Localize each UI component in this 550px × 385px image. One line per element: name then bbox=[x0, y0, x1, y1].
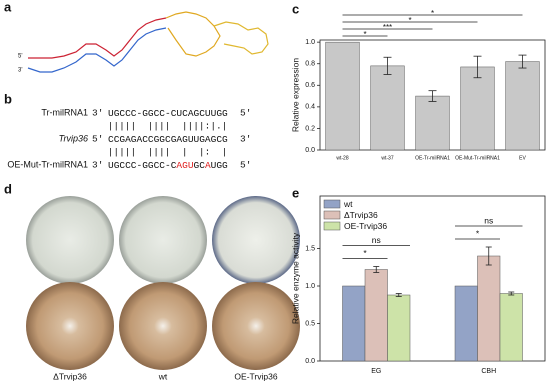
bar bbox=[505, 61, 540, 151]
panel-label: c bbox=[292, 1, 299, 16]
significance-label: * bbox=[408, 16, 411, 25]
error-bar bbox=[428, 90, 437, 102]
plate-label: wt bbox=[158, 371, 168, 381]
significance-label: * bbox=[476, 228, 480, 238]
bar bbox=[415, 95, 450, 151]
rna-structure bbox=[27, 11, 269, 73]
error-bar bbox=[485, 246, 492, 266]
x-tick-label: CBH bbox=[481, 368, 496, 375]
sequence-segment: UGG bbox=[211, 160, 228, 171]
error-bar bbox=[508, 291, 515, 296]
significance-label: * bbox=[363, 248, 367, 258]
panel-label: a bbox=[4, 0, 12, 14]
panel-label: d bbox=[4, 181, 12, 196]
x-tick-label: wt-37 bbox=[381, 155, 393, 161]
plate bbox=[212, 282, 300, 370]
bar bbox=[460, 66, 495, 151]
y-tick-label: 0.5 bbox=[305, 320, 315, 327]
legend-label: OE-Trvip36 bbox=[344, 221, 387, 231]
legend-label: wt bbox=[343, 199, 353, 209]
significance-label: * bbox=[431, 9, 434, 18]
sequence-segment: UGCCC-GGCC-C bbox=[108, 160, 177, 171]
bar bbox=[342, 285, 366, 362]
x-tick-label: OE-Tr-milRNA1 bbox=[415, 155, 450, 161]
y-tick-label: 0.0 bbox=[305, 147, 315, 154]
sequence-segment: AGU bbox=[176, 160, 193, 171]
error-bar bbox=[473, 55, 482, 79]
significance-label: ns bbox=[372, 235, 381, 245]
significance-label: * bbox=[363, 30, 366, 39]
y-tick-label: 1.0 bbox=[305, 39, 315, 46]
legend-swatch bbox=[323, 221, 341, 231]
sequence: UGCCC-GGCC-CAGUGCAUGG bbox=[108, 160, 228, 171]
legend-label: ΔTrvip36 bbox=[344, 210, 378, 220]
row-end: 5' bbox=[240, 108, 251, 119]
panel-label: b bbox=[4, 91, 12, 106]
bar bbox=[387, 294, 411, 362]
bar bbox=[370, 65, 405, 151]
plate bbox=[26, 282, 114, 370]
panel-label: e bbox=[292, 185, 299, 200]
plates bbox=[26, 196, 300, 370]
y-axis-label: Relative expression bbox=[290, 58, 300, 132]
x-tick-label: OE-Mut-Tr-milRNA1 bbox=[455, 155, 500, 161]
error-bar bbox=[518, 54, 527, 69]
row-name: Tr-milRNA1 bbox=[41, 107, 88, 117]
error-bar bbox=[373, 266, 380, 273]
row-name: Trvip36 bbox=[59, 133, 88, 143]
row-end: 5' bbox=[240, 160, 251, 171]
plot-frame bbox=[319, 195, 546, 362]
y-tick-label: 0.4 bbox=[305, 104, 315, 111]
y-tick-label: 0.2 bbox=[305, 125, 315, 132]
bar bbox=[454, 285, 478, 362]
pairing: ||||| |||| | |: | bbox=[102, 147, 227, 158]
row-end: 3' bbox=[240, 134, 251, 145]
row-name: OE-Mut-Tr-milRNA1 bbox=[7, 159, 88, 169]
plate-label: ΔTrvip36 bbox=[53, 371, 87, 381]
y-tick-label: 0.0 bbox=[305, 358, 315, 365]
sequence-segment: CCGAGACCGGCGAGUUGAGCG bbox=[108, 134, 228, 145]
plate-label: OE-Trvip36 bbox=[234, 371, 277, 381]
three-prime: 3' bbox=[18, 68, 22, 74]
x-tick-label: EV bbox=[519, 155, 526, 161]
legend-swatch bbox=[323, 199, 341, 209]
plate bbox=[119, 196, 207, 284]
plate bbox=[119, 282, 207, 370]
y-tick-label: 1.5 bbox=[305, 245, 315, 252]
x-tick-label: EG bbox=[371, 368, 381, 375]
sequence-segment: GC bbox=[194, 160, 206, 171]
error-bar bbox=[383, 56, 392, 75]
sequence-segment: UGCCC-GGCC-CUCAGCUUGG bbox=[108, 108, 228, 119]
y-tick-label: 0.8 bbox=[305, 61, 315, 68]
plate bbox=[26, 196, 114, 284]
bar bbox=[325, 41, 360, 151]
bar bbox=[499, 293, 523, 362]
sequence: UGCCC-GGCC-CUCAGCUUGG bbox=[108, 108, 228, 119]
sequence: CCGAGACCGGCGAGUUGAGCG bbox=[108, 134, 228, 145]
sequence-segment: A bbox=[205, 160, 211, 171]
legend-swatch bbox=[323, 210, 341, 220]
error-bar bbox=[395, 293, 402, 297]
plate bbox=[212, 196, 300, 284]
significance-label: ns bbox=[484, 215, 493, 225]
five-prime: 5' bbox=[18, 54, 22, 60]
pairing: ||||| |||| ||||:|.| bbox=[102, 121, 227, 132]
y-tick-label: 1.0 bbox=[305, 283, 315, 290]
row-start: 5' bbox=[92, 134, 103, 145]
bar bbox=[364, 269, 388, 362]
bar bbox=[477, 255, 501, 362]
x-tick-label: wt-28 bbox=[336, 155, 348, 161]
y-tick-label: 0.6 bbox=[305, 82, 315, 89]
row-start: 3' bbox=[92, 160, 103, 171]
significance-label: *** bbox=[383, 23, 392, 32]
row-start: 3' bbox=[92, 108, 103, 119]
y-axis-label: Relative enzyme activity bbox=[290, 232, 300, 324]
